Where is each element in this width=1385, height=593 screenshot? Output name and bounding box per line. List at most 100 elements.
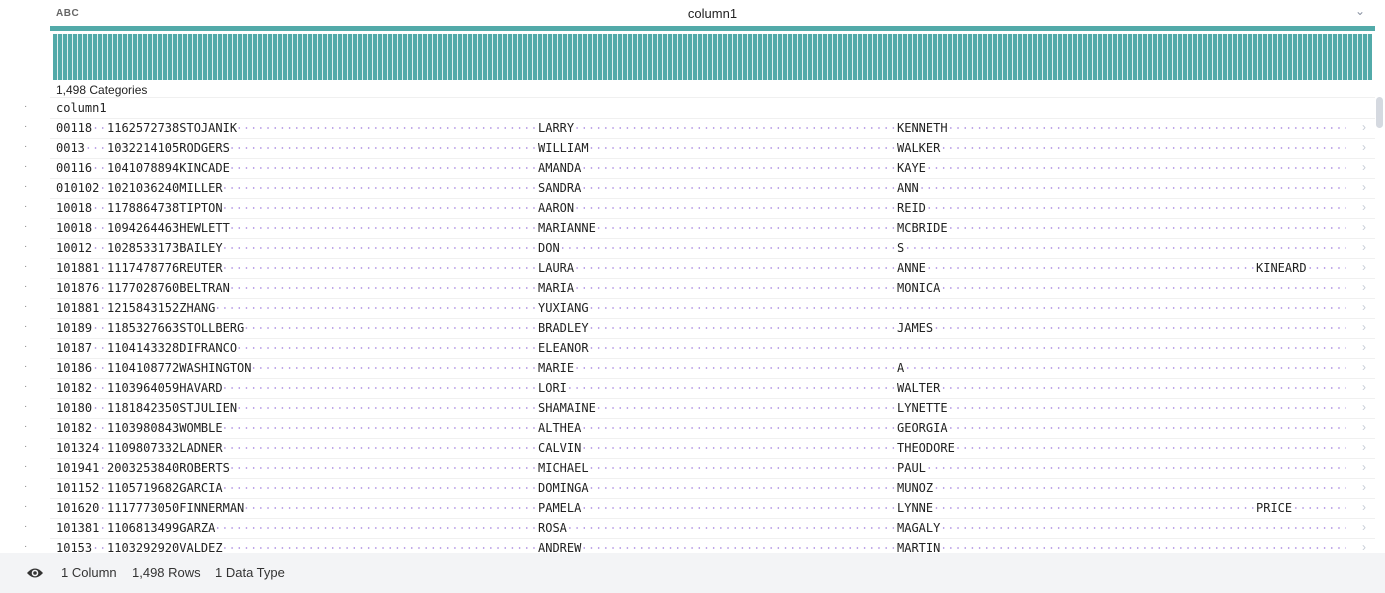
table-row[interactable]: 10012 1028533173BAILEY DON S ›	[50, 238, 1375, 258]
whitespace-dots	[56, 147, 1346, 149]
table-row[interactable]: 101941 2003253840ROBERTS MICHAEL PAUL ›	[50, 458, 1375, 478]
row-field: WILLIAM	[538, 141, 589, 155]
whitespace-dots	[56, 187, 1346, 189]
table-row[interactable]: 101324 1109807332LADNER CALVIN THEODORE ›	[50, 438, 1375, 458]
table-row[interactable]: 10187 1104143328DIFRANCO ELEANOR ›	[50, 338, 1375, 358]
table-row[interactable]: 101152 1105719682GARCIA DOMINGA MUNOZ ›	[50, 478, 1375, 498]
row-field: 1021036240MILLER	[107, 181, 223, 195]
row-field: 101941	[56, 461, 100, 475]
table-row[interactable]: 101881 1117478776REUTER LAURA ANNE KINEARD ›	[50, 258, 1375, 278]
chevron-right-icon[interactable]: ›	[1362, 140, 1366, 154]
divider	[50, 118, 1375, 119]
row-count: 1,498 Rows	[132, 565, 201, 580]
category-histogram[interactable]	[53, 34, 1372, 80]
row-field: 2003253840ROBERTS	[107, 461, 230, 475]
column-title: column1	[687, 6, 738, 21]
row-field: JAMES	[897, 321, 934, 335]
row-field: 1103292920VALDEZ	[107, 541, 223, 555]
table-row[interactable]: 0013 1032214105RODGERS WILLIAM WALKER ›	[50, 138, 1375, 158]
chevron-right-icon[interactable]: ›	[1362, 540, 1366, 554]
divider	[50, 238, 1375, 239]
chevron-right-icon[interactable]: ›	[1362, 500, 1366, 514]
chevron-right-icon[interactable]: ›	[1362, 320, 1366, 334]
row-field: 101881	[56, 301, 100, 315]
table-row[interactable]: 101876 1177028760BELTRAN MARIA MONICA ›	[50, 278, 1375, 298]
row-field: AMANDA	[538, 161, 582, 175]
row-field: LARRY	[538, 121, 575, 135]
row-field: 10189	[56, 321, 93, 335]
chevron-right-icon[interactable]: ›	[1362, 180, 1366, 194]
column-count: 1 Column	[61, 565, 117, 580]
chevron-right-icon[interactable]: ›	[1362, 120, 1366, 134]
chevron-right-icon[interactable]: ›	[1362, 360, 1366, 374]
vertical-scrollbar[interactable]	[1376, 97, 1383, 128]
chevron-right-icon[interactable]: ›	[1362, 420, 1366, 434]
row-field: 1104143328DIFRANCO	[107, 341, 238, 355]
row-field: ANN	[897, 181, 919, 195]
table-row[interactable]: 10180 1181842350STJULIEN SHAMAINE LYNETTE ›	[50, 398, 1375, 418]
row-field: 10153	[56, 541, 93, 555]
chevron-right-icon[interactable]: ›	[1362, 380, 1366, 394]
row-marker: ·	[24, 461, 28, 472]
divider	[50, 278, 1375, 279]
whitespace-dots	[56, 547, 1346, 549]
row-marker: ·	[24, 221, 28, 232]
row-field: 1103980843WOMBLE	[107, 421, 223, 435]
divider	[50, 338, 1375, 339]
divider	[50, 378, 1375, 379]
chevron-right-icon[interactable]: ›	[1362, 520, 1366, 534]
table-row[interactable]: 10153 1103292920VALDEZ ANDREW MARTIN ›	[50, 538, 1375, 558]
whitespace-dots	[56, 287, 1346, 289]
table-row[interactable]: 10018 1178864738TIPTON AARON REID ›	[50, 198, 1375, 218]
chevron-down-icon[interactable]: ⌄	[1354, 4, 1365, 18]
row-field: KENNETH	[897, 121, 948, 135]
whitespace-dots	[56, 387, 1346, 389]
row-gutter	[0, 0, 50, 553]
chevron-right-icon[interactable]: ›	[1362, 220, 1366, 234]
chevron-right-icon[interactable]: ›	[1362, 340, 1366, 354]
table-row[interactable]: 00116 1041078894KINCADE AMANDA KAYE ›	[50, 158, 1375, 178]
table-row[interactable]: 10189 1185327663STOLLBERG BRADLEY JAMES ›	[50, 318, 1375, 338]
row-field: ALTHEA	[538, 421, 582, 435]
chevron-right-icon[interactable]: ›	[1362, 280, 1366, 294]
chevron-right-icon[interactable]: ›	[1362, 300, 1366, 314]
whitespace-dots	[56, 427, 1346, 429]
chevron-right-icon[interactable]: ›	[1362, 200, 1366, 214]
divider	[50, 178, 1375, 179]
divider	[50, 218, 1375, 219]
table-row[interactable]: 10018 1094264463HEWLETT MARIANNE MCBRIDE ›	[50, 218, 1375, 238]
chevron-right-icon[interactable]: ›	[1362, 460, 1366, 474]
row-field: 10186	[56, 361, 93, 375]
table-row[interactable]: 101381 1106813499GARZA ROSA MAGALY ›	[50, 518, 1375, 538]
table-row[interactable]: 101881 1215843152ZHANG YUXIANG ›	[50, 298, 1375, 318]
row-marker: ·	[24, 201, 28, 212]
table-row[interactable]: 10182 1103964059HAVARD LORI WALTER ›	[50, 378, 1375, 398]
row-marker: ·	[24, 341, 28, 352]
chevron-right-icon[interactable]: ›	[1362, 480, 1366, 494]
row-field: 101381	[56, 521, 100, 535]
table-row[interactable]: 10186 1104108772WASHINGTON MARIE A ›	[50, 358, 1375, 378]
row-field: ELEANOR	[538, 341, 589, 355]
eye-icon[interactable]	[26, 565, 44, 581]
table-row[interactable]: 00118 1162572738STOJANIK LARRY KENNETH ›	[50, 118, 1375, 138]
row-marker: ·	[24, 521, 28, 532]
row-field: 1177028760BELTRAN	[107, 281, 230, 295]
row-field: MARIE	[538, 361, 575, 375]
row-field: 10018	[56, 221, 93, 235]
whitespace-dots	[56, 307, 1346, 309]
data-type-count: 1 Data Type	[215, 565, 285, 580]
table-row[interactable]: 101620 1117773050FINNERMAN PAMELA LYNNE PRIC…	[50, 498, 1375, 518]
table-row[interactable]: 010102 1021036240MILLER SANDRA ANN ›	[50, 178, 1375, 198]
row-field: LYNETTE	[897, 401, 948, 415]
row-marker: ·	[24, 421, 28, 432]
table-row[interactable]: 10182 1103980843WOMBLE ALTHEA GEORGIA ›	[50, 418, 1375, 438]
row-field: 1117773050FINNERMAN	[107, 501, 245, 515]
row-field: 10012	[56, 241, 93, 255]
column-header[interactable]: ABC column1 ⌄	[50, 0, 1375, 27]
chevron-right-icon[interactable]: ›	[1362, 400, 1366, 414]
chevron-right-icon[interactable]: ›	[1362, 240, 1366, 254]
chevron-right-icon[interactable]: ›	[1362, 440, 1366, 454]
chevron-right-icon[interactable]: ›	[1362, 160, 1366, 174]
chevron-right-icon[interactable]: ›	[1362, 260, 1366, 274]
row-field: 1185327663STOLLBERG	[107, 321, 245, 335]
